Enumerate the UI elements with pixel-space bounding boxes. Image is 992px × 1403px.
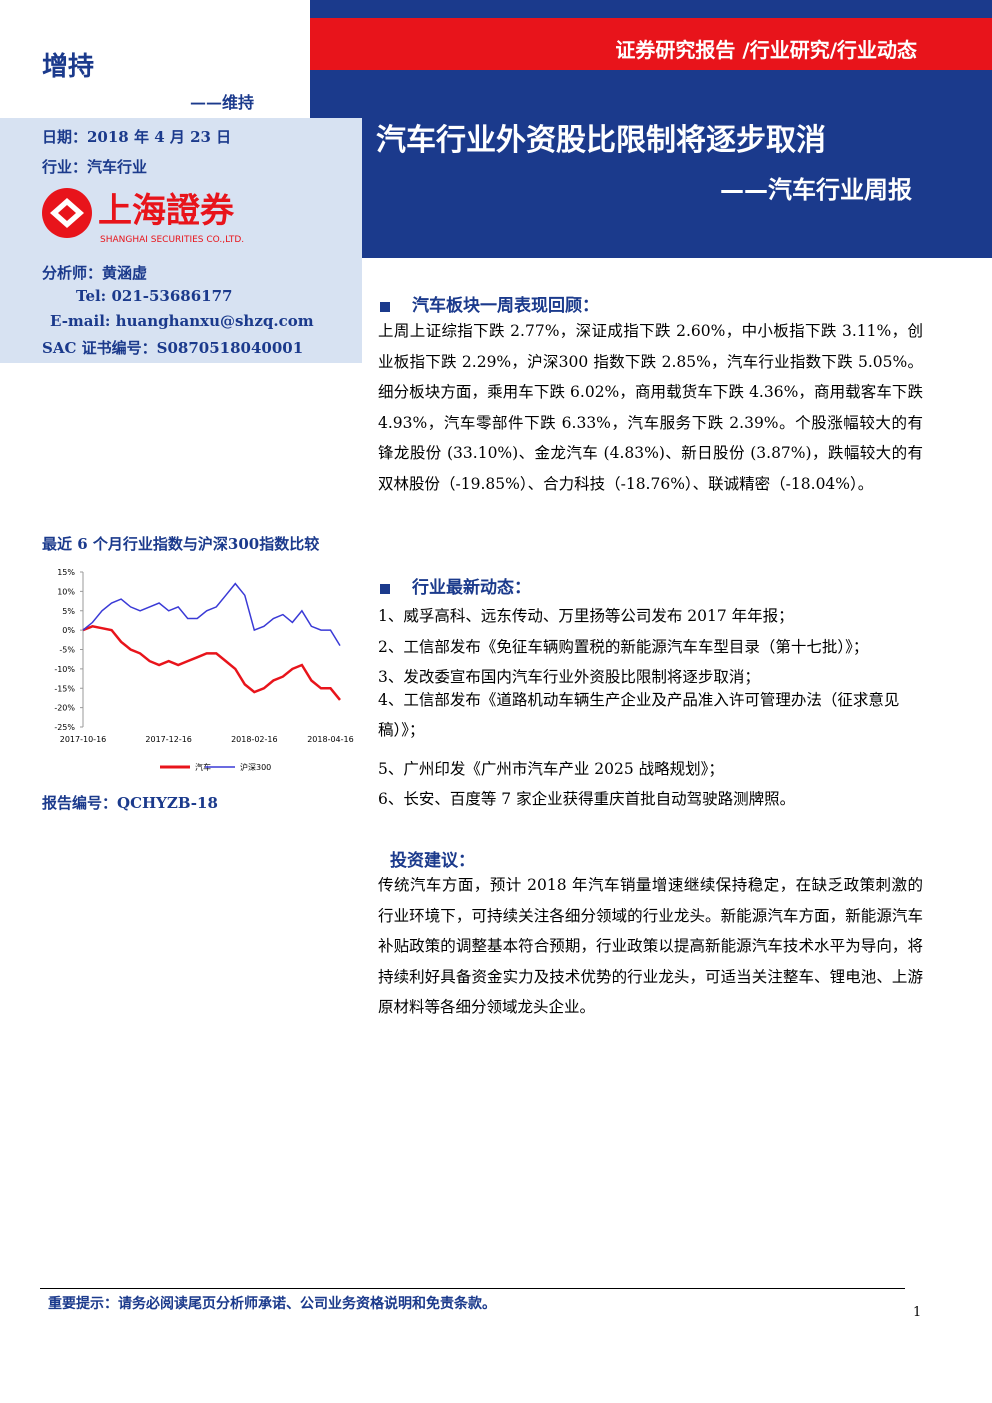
industry: 行业：汽车行业 [42,158,148,176]
y-tick-label: -20% [54,704,75,713]
info-box [0,118,362,363]
chart: 15% 10% 5% 0% -5% -10% -15% -20% -25% 2017-10-16 2… [54,568,354,772]
x-tick-label: 2017-10-16 [60,735,107,744]
logo: 上海證券 SHANGHAI SECURITIES CO.,LTD. [42,188,244,245]
section-heading: 投资建议： [390,846,475,871]
report-title: 汽车行业外资股比限制将逐步取消 [376,123,826,158]
legend-label: 汽车 [195,762,211,772]
series-line [82,582,341,646]
chart-title: 最近 6 个月行业指数与沪深300指数比较 [42,535,320,553]
footer-rule [40,1288,905,1289]
report-number: 报告编号：QCHYZB-18 [42,794,218,812]
news-item: 1、威孚高科、远东传动、万里扬等公司发布 2017 年年报； [378,607,794,625]
date: 日期：2018 年 4 月 23 日 [42,128,232,146]
header-bar [310,18,992,70]
title-box [310,70,992,258]
heading-text: 汽车板块一周表现回顾： [412,296,599,316]
bullet [380,583,390,594]
section-heading: 行业最新动态： [380,573,531,598]
analyst: 分析师：黄涵虚 [42,264,148,282]
tel: Tel: 021-53686177 [76,287,233,305]
x-tick-label: 2018-04-16 [307,735,354,744]
y-tick-label: 10% [57,587,75,596]
footer-notice: 重要提示：请务必阅读尾页分析师承诺、公司业务资格说明和免责条款。 [48,1296,496,1312]
heading-text: 行业最新动态： [412,578,531,598]
paragraph: 传统汽车方面，预计 2018 年汽车销量增速继续保持稳定，在缺乏政策刺激的行业环… [378,876,923,1016]
logo-mark-core [58,205,76,221]
news-item: 6、长安、百度等 7 家企业获得重庆首批自动驾驶路测牌照。 [378,790,796,808]
y-tick-label: 15% [57,568,75,577]
section-heading: 汽车板块一周表现回顾： [380,291,599,316]
rating: 增持 [42,52,95,82]
news-item: 4、工信部发布《道路机动车辆生产企业及产品准入许可管理办法（征求意见稿）》； [378,690,900,740]
legend-label: 沪深300 [240,762,271,772]
x-tick-label: 2018-02-16 [231,735,278,744]
page-number: 1 [913,1305,922,1320]
paragraph: 上周上证综指下跌 2.77%，深证成指下跌 2.60%，中小板指下跌 3.11%… [378,322,923,493]
news-item: 2、工信部发布《免征车辆购置税的新能源汽车车型目录（第十七批）》； [378,637,869,656]
y-tick-label: 0% [62,626,75,635]
series-line [82,625,341,701]
sac: SAC 证书编号：S0870518040001 [42,339,304,357]
heading-text: 投资建议： [390,851,475,871]
bullet [380,301,390,312]
news-item: 5、广州印发《广州市汽车产业 2025 战略规划》； [378,759,724,778]
x-tick-label: 2017-12-16 [145,735,192,744]
logo-name: 上海證券 [98,191,235,231]
report-subtitle: ——汽车行业周报 [720,176,912,204]
email: E-mail: huanghanxu@shzq.com [50,312,314,330]
y-tick-label: -5% [59,646,75,655]
y-tick-label: -15% [54,684,75,693]
logo-english: SHANGHAI SECURITIES CO.,LTD. [100,235,244,245]
header-stripe [310,0,992,18]
report-category: 证券研究报告 /行业研究/行业动态 [615,38,917,62]
y-tick-label: -10% [54,665,75,674]
news-item: 3、发改委宣布国内汽车行业外资股比限制将逐步取消； [378,668,760,686]
y-tick-label: -25% [54,723,75,732]
rating-change: ——维持 [190,93,255,112]
y-tick-label: 5% [62,607,75,616]
